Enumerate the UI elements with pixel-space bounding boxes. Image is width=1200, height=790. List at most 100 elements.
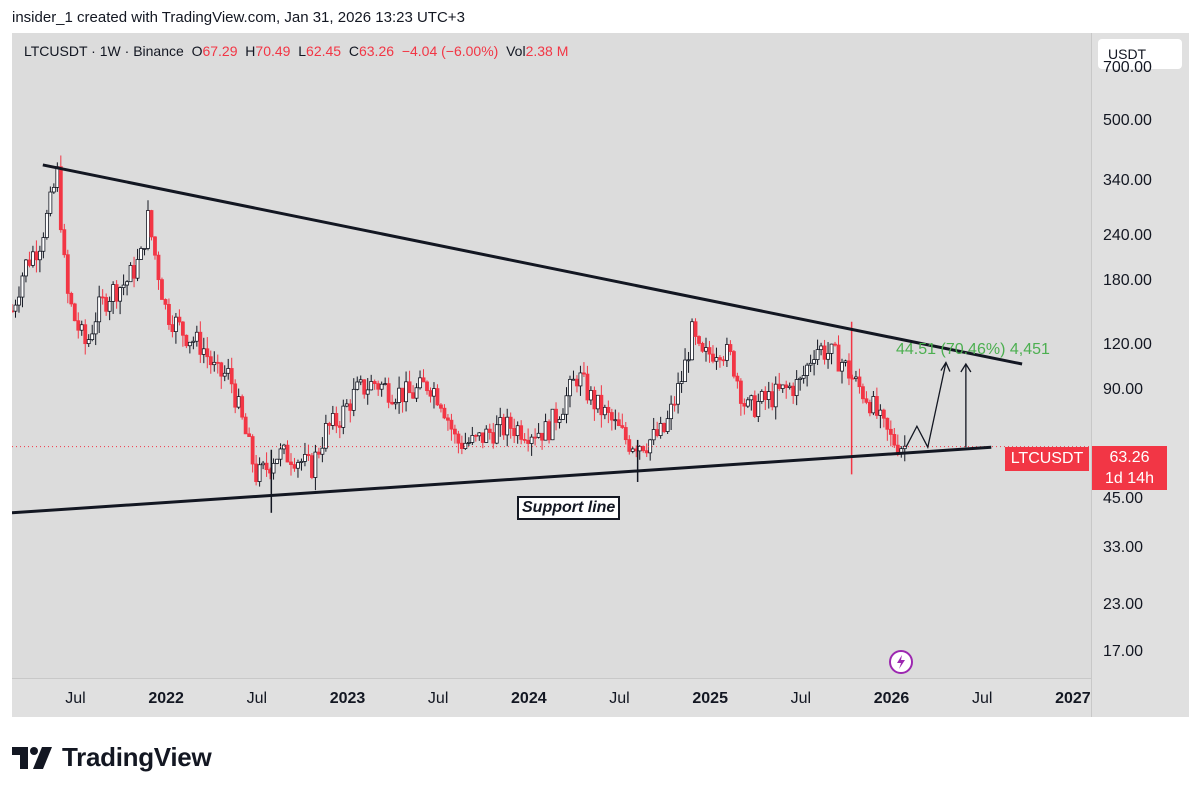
chart-frame[interactable]: LTCUSDT · 1W · Binance O67.29 H70.49 L62… bbox=[12, 33, 1189, 717]
candle-body bbox=[578, 372, 583, 387]
candle-body bbox=[111, 284, 116, 302]
candle-body bbox=[289, 461, 293, 465]
candle-body bbox=[198, 331, 203, 355]
candle-body bbox=[330, 413, 335, 426]
currency-button[interactable]: USDT bbox=[1098, 39, 1182, 69]
candle-body bbox=[662, 422, 667, 432]
candle-body bbox=[871, 396, 876, 414]
candle-body bbox=[174, 316, 178, 332]
candle-body bbox=[414, 387, 419, 399]
price-plot[interactable] bbox=[12, 33, 1091, 678]
candle-body bbox=[337, 425, 342, 428]
time-tick-label: 2022 bbox=[148, 690, 184, 707]
candle-body bbox=[90, 333, 95, 341]
candle-body bbox=[627, 439, 632, 452]
candle-body bbox=[344, 403, 349, 407]
support-trendline bbox=[12, 445, 992, 515]
last-price-badge: 63.26 1d 14h bbox=[1092, 446, 1167, 490]
candle-body bbox=[522, 439, 527, 441]
candle-body bbox=[163, 299, 168, 305]
legend-vol-label: Vol bbox=[506, 43, 526, 59]
candle-body bbox=[630, 448, 635, 452]
symbol-legend[interactable]: LTCUSDT · 1W · Binance O67.29 H70.49 L62… bbox=[24, 43, 569, 59]
projection-arrowhead bbox=[940, 361, 951, 372]
candle-body bbox=[452, 428, 457, 435]
candle-body bbox=[351, 388, 356, 411]
candle-body bbox=[805, 364, 810, 376]
legend-high: 70.49 bbox=[255, 43, 291, 59]
time-tick-label: 2027 bbox=[1055, 690, 1091, 707]
candle-body bbox=[372, 381, 377, 385]
candle-body bbox=[393, 402, 398, 405]
candle-body bbox=[180, 321, 185, 336]
candle-body bbox=[114, 284, 119, 302]
time-axis-divider bbox=[12, 678, 1091, 679]
candle-body bbox=[794, 379, 799, 397]
candle-body bbox=[139, 248, 143, 260]
candle-body bbox=[135, 259, 140, 279]
candle-body bbox=[250, 436, 255, 465]
candle-body bbox=[470, 435, 475, 443]
candle-body bbox=[142, 248, 147, 250]
candle-body bbox=[48, 191, 53, 214]
candle-body bbox=[271, 462, 276, 474]
plot-area[interactable] bbox=[12, 33, 1091, 678]
candle-body bbox=[728, 344, 733, 352]
legend-low-label: L bbox=[298, 43, 307, 59]
candle-body bbox=[146, 210, 150, 249]
candle-body bbox=[557, 419, 562, 423]
candle-body bbox=[383, 383, 388, 386]
candle-body bbox=[407, 381, 412, 394]
candle-body bbox=[540, 432, 544, 441]
candle-body bbox=[149, 210, 154, 238]
candle-body bbox=[425, 381, 429, 392]
time-tick-label: 2026 bbox=[873, 690, 910, 707]
lightning-bolt-icon[interactable] bbox=[889, 650, 913, 674]
candle-body bbox=[306, 453, 311, 457]
price-tick-label: 45.00 bbox=[1103, 490, 1144, 508]
candle-body bbox=[826, 353, 830, 360]
candle-body bbox=[132, 265, 136, 279]
candle-body bbox=[100, 296, 105, 299]
candle-body bbox=[128, 265, 133, 283]
candle-body bbox=[756, 401, 761, 417]
candlestick-series bbox=[12, 155, 907, 513]
brand-footer: TradingView bbox=[12, 742, 212, 773]
candle-body bbox=[27, 259, 32, 266]
candle-body bbox=[31, 251, 35, 266]
candle-body bbox=[55, 166, 60, 188]
candle-body bbox=[616, 419, 621, 426]
candle-body bbox=[700, 343, 705, 352]
candle-body bbox=[222, 372, 227, 377]
candle-body bbox=[711, 353, 715, 362]
candle-body bbox=[812, 359, 817, 364]
candle-body bbox=[766, 391, 771, 400]
legend-vol: 2.38 M bbox=[525, 43, 569, 59]
candle-body bbox=[885, 417, 890, 430]
candle-body bbox=[125, 281, 129, 286]
candle-body bbox=[554, 408, 558, 423]
candle-body bbox=[118, 287, 123, 302]
candle-body bbox=[240, 396, 245, 418]
candle-body bbox=[37, 250, 42, 261]
candle-body bbox=[714, 357, 719, 362]
candle-body bbox=[589, 390, 593, 401]
candle-body bbox=[697, 336, 701, 344]
candle-body bbox=[599, 394, 604, 416]
candle-body bbox=[847, 360, 851, 379]
candle-body bbox=[466, 442, 471, 444]
candle-body bbox=[892, 434, 897, 446]
price-range-measure-label: 44.51 (70.46%) 4,451 bbox=[896, 341, 1050, 358]
candle-body bbox=[191, 340, 196, 343]
candle-body bbox=[592, 390, 597, 410]
legend-open: 67.29 bbox=[202, 43, 238, 59]
candle-body bbox=[435, 388, 440, 406]
candle-body bbox=[773, 383, 778, 408]
price-tick-label: 33.00 bbox=[1103, 538, 1144, 556]
candle-body bbox=[609, 412, 614, 421]
candle-body bbox=[595, 394, 600, 410]
candle-body bbox=[787, 385, 792, 388]
candle-body bbox=[208, 356, 213, 366]
legend-change: −4.04 (−6.00%) bbox=[401, 43, 499, 59]
candle-body bbox=[494, 424, 499, 444]
